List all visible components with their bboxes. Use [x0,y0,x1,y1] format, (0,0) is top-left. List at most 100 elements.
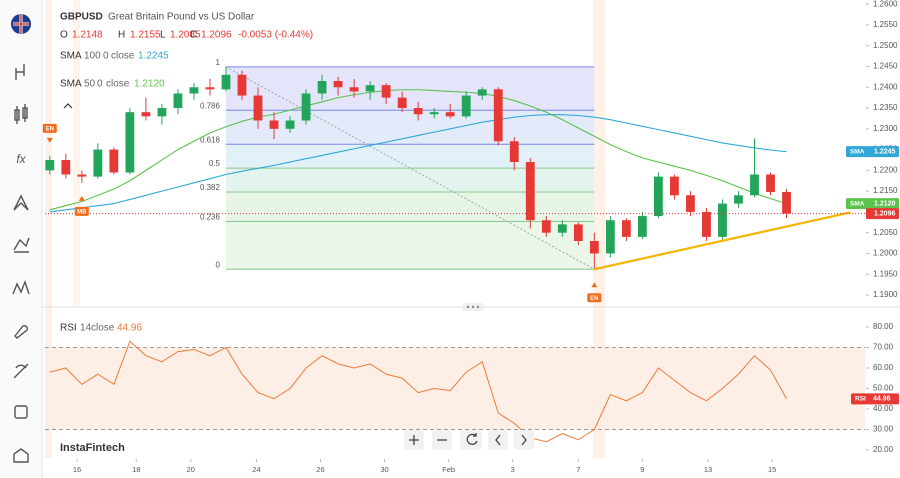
candle-body [109,149,119,173]
candle-body [93,149,103,177]
toolbar: fx [0,0,43,478]
y-tick-label: 1.2300 [873,124,898,133]
marker-badge [74,206,89,216]
reset-button[interactable] [460,430,482,450]
x-tick-label: 18 [132,465,140,474]
fib-band [225,191,595,222]
candle-body [718,203,727,237]
ohlc-label: O [60,30,68,41]
marker-label: EN [590,296,598,302]
candle-body [509,141,519,163]
candle-body [670,176,679,196]
candle-body [653,176,663,217]
y-tick-label: 1.2500 [873,41,898,50]
candles-icon[interactable] [14,104,28,124]
x-tick-label: 13 [704,465,712,474]
y-tick-label: 80.00 [873,322,894,331]
fib-label: 1 [216,58,221,67]
marker-badge [587,293,602,303]
session-band [73,0,80,305]
lock-icon[interactable] [14,405,28,419]
pane-handle[interactable] [462,303,484,311]
candle-body [782,191,791,214]
y-tick-label: 1.2200 [873,165,898,174]
flag-icon[interactable] [11,14,31,34]
ohlc-value: 1.2148 [72,30,103,41]
patterns-icon[interactable] [12,279,30,295]
legend-name: SMA [60,51,82,62]
x-tick-label: 15 [768,465,776,474]
candle-body [317,81,327,94]
marker-label: EN [46,126,54,132]
y-tick-label: 1.1950 [873,269,898,278]
fib-band [225,168,595,192]
candle-body [621,220,631,237]
price-badge-value: 1.2096 [874,210,896,217]
candle-body [269,120,279,129]
price-badge [846,198,899,210]
candle-body [77,174,87,177]
toolbar-bg [0,0,42,478]
x-tick-label: 26 [316,465,324,474]
legend-offset: 0 [103,51,109,62]
marker-arrow [591,282,598,288]
fib-band [225,66,595,111]
candle-body [477,89,487,96]
lines-icon[interactable] [13,237,30,253]
zoom-in-button[interactable] [404,430,424,450]
ohlc-value: 1.2096 [201,30,232,41]
candle-body [125,112,135,173]
plot-area: 1.2600 1.2550 1.2500 1.2450 1.2400 1.2350 1.23… [42,0,899,474]
fib-label: 0.5 [209,159,221,168]
price-badge-name: SMA [850,200,865,207]
ohlc-value: 1.2155 [130,30,161,41]
ohlc-label: L [160,30,166,41]
candle-body [589,240,599,254]
candle-body [445,112,455,117]
candle-body [333,81,343,88]
candle-body [541,220,551,233]
legend-period: 100 [84,51,101,62]
y-tick-label: 60.00 [873,363,894,372]
trendline [594,211,851,271]
scroll-left-button[interactable] [488,430,508,450]
indicators-icon[interactable]: fx [16,152,26,166]
candle-body [637,216,647,237]
candle-body [381,85,391,98]
candle-body [429,112,439,115]
settings-icon[interactable] [13,448,29,463]
sma-line [49,89,787,211]
fib-band [225,221,595,270]
symbol-description: Great Britain Pound vs US Dollar [108,12,255,23]
candle-body [766,174,775,192]
chart-type-icon[interactable] [15,64,25,80]
drawing-icon[interactable] [13,194,29,211]
candle-body [301,93,311,121]
x-tick-label: 16 [73,465,81,474]
price-change: -0.0053 (-0.44%) [238,30,313,41]
y-tick-label: 1.2350 [873,103,898,112]
symbol: GBPUSD [60,12,103,23]
scroll-right-button[interactable] [514,430,534,450]
y-tick-label: 1.2400 [873,82,898,91]
candle-body [525,162,535,221]
zoom-out-button[interactable] [432,430,452,450]
magnet-icon[interactable] [14,325,28,339]
candle-body [605,220,615,254]
fib-label: 0.382 [200,183,221,192]
price-badge-value: 1.2120 [874,200,896,207]
hide-icon[interactable] [13,363,29,379]
collapse-toggle[interactable] [63,103,73,109]
candle-body [573,224,583,241]
marker-arrow [46,137,53,143]
price-badge-value: 1.2245 [874,149,896,156]
candle-body [734,195,743,204]
x-tick-label: 20 [187,465,195,474]
legend-value: 44.96 [117,323,142,334]
rsi-badge-value: 44.96 [873,396,891,403]
candle-body [493,89,503,142]
price-badge-name: SMA [850,148,865,155]
ohlc-value: 1.2085 [170,30,201,41]
marker-label: MB [77,209,87,215]
